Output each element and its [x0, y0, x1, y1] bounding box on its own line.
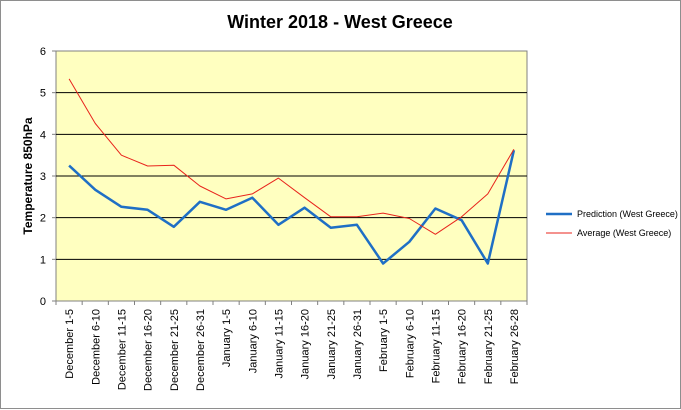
y-tick-label: 5 — [40, 88, 46, 100]
x-tick-label: January 21-25 — [326, 309, 338, 379]
x-tick-label: February 6-10 — [404, 309, 416, 378]
x-tick-label: January 1-5 — [221, 309, 233, 367]
y-tick-label: 2 — [40, 213, 46, 225]
legend: Prediction (West Greece) Average (West G… — [546, 209, 678, 238]
y-tick-label: 4 — [40, 129, 46, 141]
x-tick-label: February 16-20 — [457, 309, 469, 384]
legend-label-prediction: Prediction (West Greece) — [577, 209, 678, 219]
x-tick-label: February 26-28 — [509, 309, 521, 384]
x-tick-label: December 11-15 — [116, 309, 128, 390]
x-tick-label: December 1-5 — [64, 309, 76, 379]
x-tick-label: February 1-5 — [378, 309, 390, 372]
x-tick-label: December 26-31 — [195, 309, 207, 391]
x-tick-label: December 21-25 — [169, 309, 181, 391]
x-tick-label: January 26-31 — [352, 309, 364, 379]
y-axis-ticks: 0 1 2 3 4 5 6 — [40, 46, 56, 308]
x-axis-ticks: December 1-5 December 6-10 December 11-15 D… — [56, 301, 527, 391]
x-tick-label: February 21-25 — [483, 309, 495, 384]
y-axis-label: Temperature 850hPa — [21, 117, 35, 234]
y-tick-label: 1 — [40, 254, 46, 266]
y-tick-label: 6 — [40, 46, 46, 58]
x-tick-label: January 16-20 — [300, 309, 312, 379]
x-tick-label: January 11-15 — [273, 309, 285, 379]
chart-title: Winter 2018 - West Greece — [227, 12, 453, 32]
x-tick-label: December 16-20 — [143, 309, 155, 391]
y-tick-label: 0 — [40, 296, 46, 308]
x-tick-label: January 6-10 — [247, 309, 259, 373]
legend-label-average: Average (West Greece) — [577, 228, 671, 238]
x-tick-label: February 11-15 — [430, 309, 442, 383]
y-tick-label: 3 — [40, 171, 46, 183]
x-tick-label: December 6-10 — [90, 309, 102, 385]
